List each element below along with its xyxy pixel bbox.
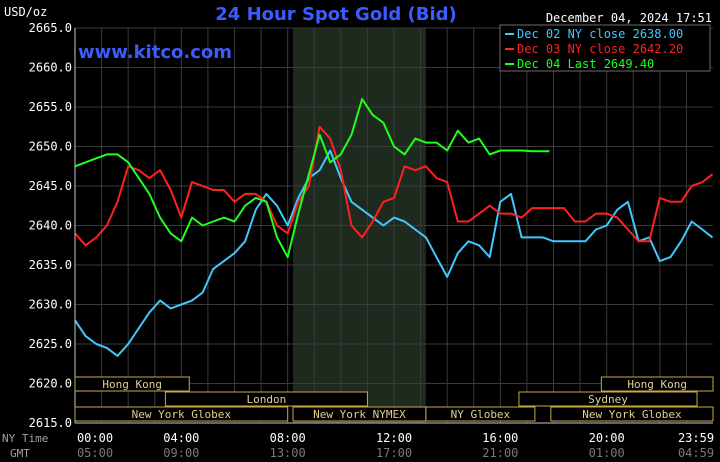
y-tick-label: 2645.0 bbox=[29, 179, 72, 193]
legend-entry: Dec 03 NY close 2642.20 bbox=[517, 42, 683, 56]
y-tick-label: 2615.0 bbox=[29, 416, 72, 430]
y-tick-label: 2625.0 bbox=[29, 337, 72, 351]
x-tick-label-gmt: 04:59 bbox=[678, 446, 714, 460]
session-label: Hong Kong bbox=[627, 378, 687, 391]
x-tick-label-ny: 12:00 bbox=[376, 431, 412, 445]
y-tick-label: 2660.0 bbox=[29, 61, 72, 75]
x-tick-label-gmt: 01:00 bbox=[589, 446, 625, 460]
y-tick-label: 2620.0 bbox=[29, 377, 72, 391]
session-bar: New York NYMEX bbox=[292, 406, 427, 422]
x-tick-label-gmt: 05:00 bbox=[77, 446, 113, 460]
legend-entry: Dec 02 NY close 2638.00 bbox=[517, 27, 683, 41]
market-sessions: Hong Kong Hong Kong London Sydney New York G… bbox=[74, 376, 714, 422]
chart-title: 24 Hour Spot Gold (Bid) bbox=[215, 4, 456, 25]
x-tick-label-gmt: 21:00 bbox=[482, 446, 518, 460]
session-label: Hong Kong bbox=[102, 378, 162, 391]
x-tick-label-ny: 00:00 bbox=[77, 431, 113, 445]
y-tick-label: 2635.0 bbox=[29, 258, 72, 272]
y-tick-label: 2655.0 bbox=[29, 100, 72, 114]
x-tick-label-ny: 23:59 bbox=[678, 431, 714, 445]
session-label: Sydney bbox=[588, 393, 628, 406]
session-bar-box bbox=[425, 406, 536, 422]
session-bar: Hong Kong bbox=[600, 376, 714, 392]
session-bar-box bbox=[74, 376, 190, 392]
x-tick-label-ny: 20:00 bbox=[589, 431, 625, 445]
series-line bbox=[74, 98, 550, 259]
session-bar-box bbox=[600, 376, 714, 392]
timestamp: December 04, 2024 17:51 bbox=[546, 11, 712, 25]
session-bar: New York Globex bbox=[74, 406, 289, 422]
y-axis-unit-label: USD/oz bbox=[4, 5, 47, 19]
session-bar-box bbox=[164, 391, 368, 407]
session-bar-box bbox=[74, 406, 289, 422]
session-label: New York NYMEX bbox=[313, 408, 406, 421]
session-bar: Hong Kong bbox=[74, 376, 190, 392]
session-label: London bbox=[247, 393, 287, 406]
x-tick-label-gmt: 09:00 bbox=[163, 446, 199, 460]
x-tick-label-ny: 16:00 bbox=[482, 431, 518, 445]
x-tick-label-ny: 04:00 bbox=[163, 431, 199, 445]
y-tick-labels: 2665.0 2660.0 2655.0 2650.0 2645.0 2640.0 2635… bbox=[29, 21, 72, 430]
x-tick-label-ny: 08:00 bbox=[270, 431, 306, 445]
y-tick-label: 2665.0 bbox=[29, 21, 72, 35]
gmt-row-label: GMT bbox=[10, 447, 30, 460]
series-line bbox=[74, 125, 714, 247]
series-line bbox=[74, 149, 714, 357]
session-bar-box bbox=[550, 406, 714, 422]
session-bar: London bbox=[164, 391, 368, 407]
session-label: New York Globex bbox=[132, 408, 232, 421]
legend-entry: Dec 04 Last 2649.40 bbox=[517, 57, 654, 71]
session-bar-box bbox=[518, 391, 698, 407]
watermark-url: www.kitco.com bbox=[78, 42, 232, 63]
y-tick-label: 2630.0 bbox=[29, 298, 72, 312]
y-tick-label: 2650.0 bbox=[29, 140, 72, 154]
legend-box bbox=[499, 24, 711, 72]
session-label: NY Globex bbox=[451, 408, 511, 421]
ny-time-row-label: NY Time bbox=[2, 432, 48, 445]
grid-lines bbox=[75, 27, 713, 424]
y-tick-label: 2640.0 bbox=[29, 219, 72, 233]
session-bar: Sydney bbox=[518, 391, 698, 407]
session-bar: NY Globex bbox=[425, 406, 536, 422]
session-label: New York Globex bbox=[582, 408, 682, 421]
x-tick-label-gmt: 13:00 bbox=[270, 446, 306, 460]
session-bar: New York Globex bbox=[550, 406, 714, 422]
series-layer bbox=[74, 98, 714, 357]
x-tick-label-gmt: 17:00 bbox=[376, 446, 412, 460]
x-tick-labels: 00:00 04:00 08:00 12:00 16:00 20:00 23:59 05:00… bbox=[77, 431, 714, 460]
